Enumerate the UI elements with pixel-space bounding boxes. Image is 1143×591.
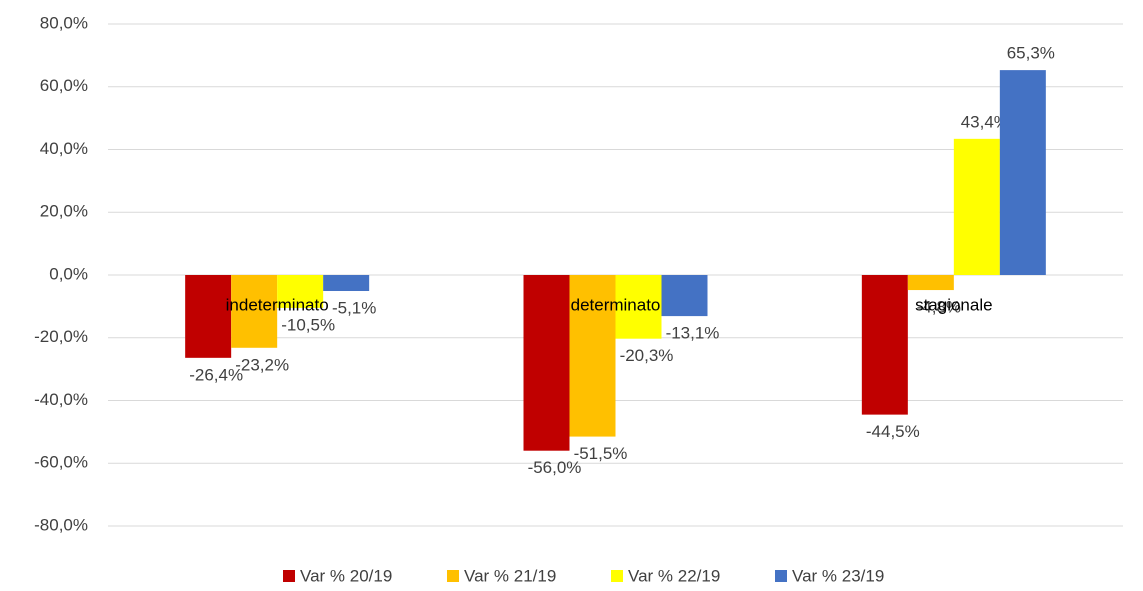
data-label: -13,1% [666,324,720,343]
legend-swatch [775,570,787,582]
data-label: -4,8% [917,298,961,317]
bar [185,275,232,358]
data-label: -23,2% [235,355,289,374]
data-label: -51,5% [574,444,628,463]
legend-swatch [447,570,459,582]
y-tick-label: 0,0% [49,264,88,283]
y-tick-label: -40,0% [34,390,88,409]
data-label: -44,5% [866,422,920,441]
data-label: 43,4% [961,112,1009,131]
y-tick-label: 80,0% [40,13,88,32]
legend-label: Var % 22/19 [628,566,720,585]
bar [569,275,616,437]
bar [523,275,570,451]
bar [661,275,708,317]
y-tick-label: 20,0% [40,202,88,221]
data-label: -20,3% [620,346,674,365]
y-tick-label: 40,0% [40,139,88,158]
bar [277,275,324,308]
bar [323,275,370,292]
category-label: stagionale [915,295,993,314]
y-tick-label: -60,0% [34,453,88,472]
data-label: 65,3% [1007,44,1055,63]
data-label: -26,4% [189,365,243,384]
bar [615,275,662,339]
legend-swatch [283,570,295,582]
data-label: -10,5% [281,315,335,334]
bar [953,138,1000,275]
bar [231,275,278,348]
legend-label: Var % 23/19 [792,566,884,585]
y-tick-label: 60,0% [40,76,88,95]
category-label: determinato [571,295,661,314]
bar [999,70,1046,275]
y-tick-label: -80,0% [34,515,88,534]
legend-label: Var % 21/19 [464,566,556,585]
legend-label: Var % 20/19 [300,566,392,585]
category-label: indeterminato [226,295,329,314]
bar [861,275,908,415]
legend-swatch [611,570,623,582]
y-tick-label: -20,0% [34,327,88,346]
data-label: -56,0% [528,458,582,477]
data-label: -5,1% [332,298,376,317]
bar [907,275,954,291]
